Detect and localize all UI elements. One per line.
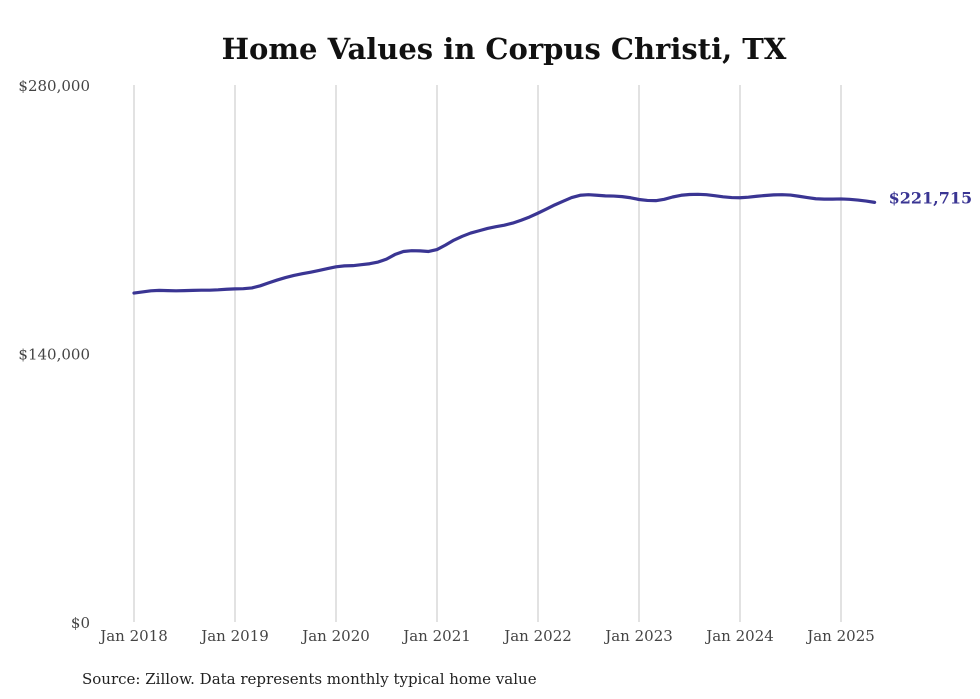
y-tick-label-0: $0 xyxy=(71,614,90,632)
x-tick-label-2: Jan 2020 xyxy=(300,627,370,645)
x-tick-label-3: Jan 2021 xyxy=(401,627,471,645)
x-tick-label-6: Jan 2024 xyxy=(704,627,774,645)
y-tick-label-1: $140,000 xyxy=(18,346,90,364)
x-tick-label-1: Jan 2019 xyxy=(199,627,269,645)
series-line-0 xyxy=(132,192,877,295)
gridlines xyxy=(133,85,842,622)
y-axis-ticks: $0 $140,000 $280,000 xyxy=(18,77,90,632)
x-tick-label-5: Jan 2023 xyxy=(603,627,673,645)
y-tick-label-2: $280,000 xyxy=(18,77,90,95)
source-note: Source: Zillow. Data represents monthly … xyxy=(82,670,537,688)
series-layer xyxy=(132,192,877,295)
x-axis-ticks: Jan 2018 Jan 2019 Jan 2020 Jan 2021 Jan 2022… xyxy=(98,627,875,645)
last-value-label: $221,715 xyxy=(889,188,973,207)
x-tick-label-0: Jan 2018 xyxy=(98,627,168,645)
x-tick-label-7: Jan 2025 xyxy=(805,627,875,645)
x-tick-label-4: Jan 2022 xyxy=(502,627,572,645)
chart-title: Home Values in Corpus Christi, TX xyxy=(222,32,787,66)
